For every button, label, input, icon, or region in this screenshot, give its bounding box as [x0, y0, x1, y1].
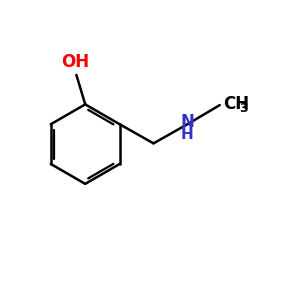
Text: N: N: [180, 113, 194, 131]
Text: OH: OH: [61, 53, 89, 71]
Text: H: H: [181, 127, 194, 142]
Text: CH: CH: [223, 94, 249, 112]
Text: 3: 3: [239, 101, 248, 115]
